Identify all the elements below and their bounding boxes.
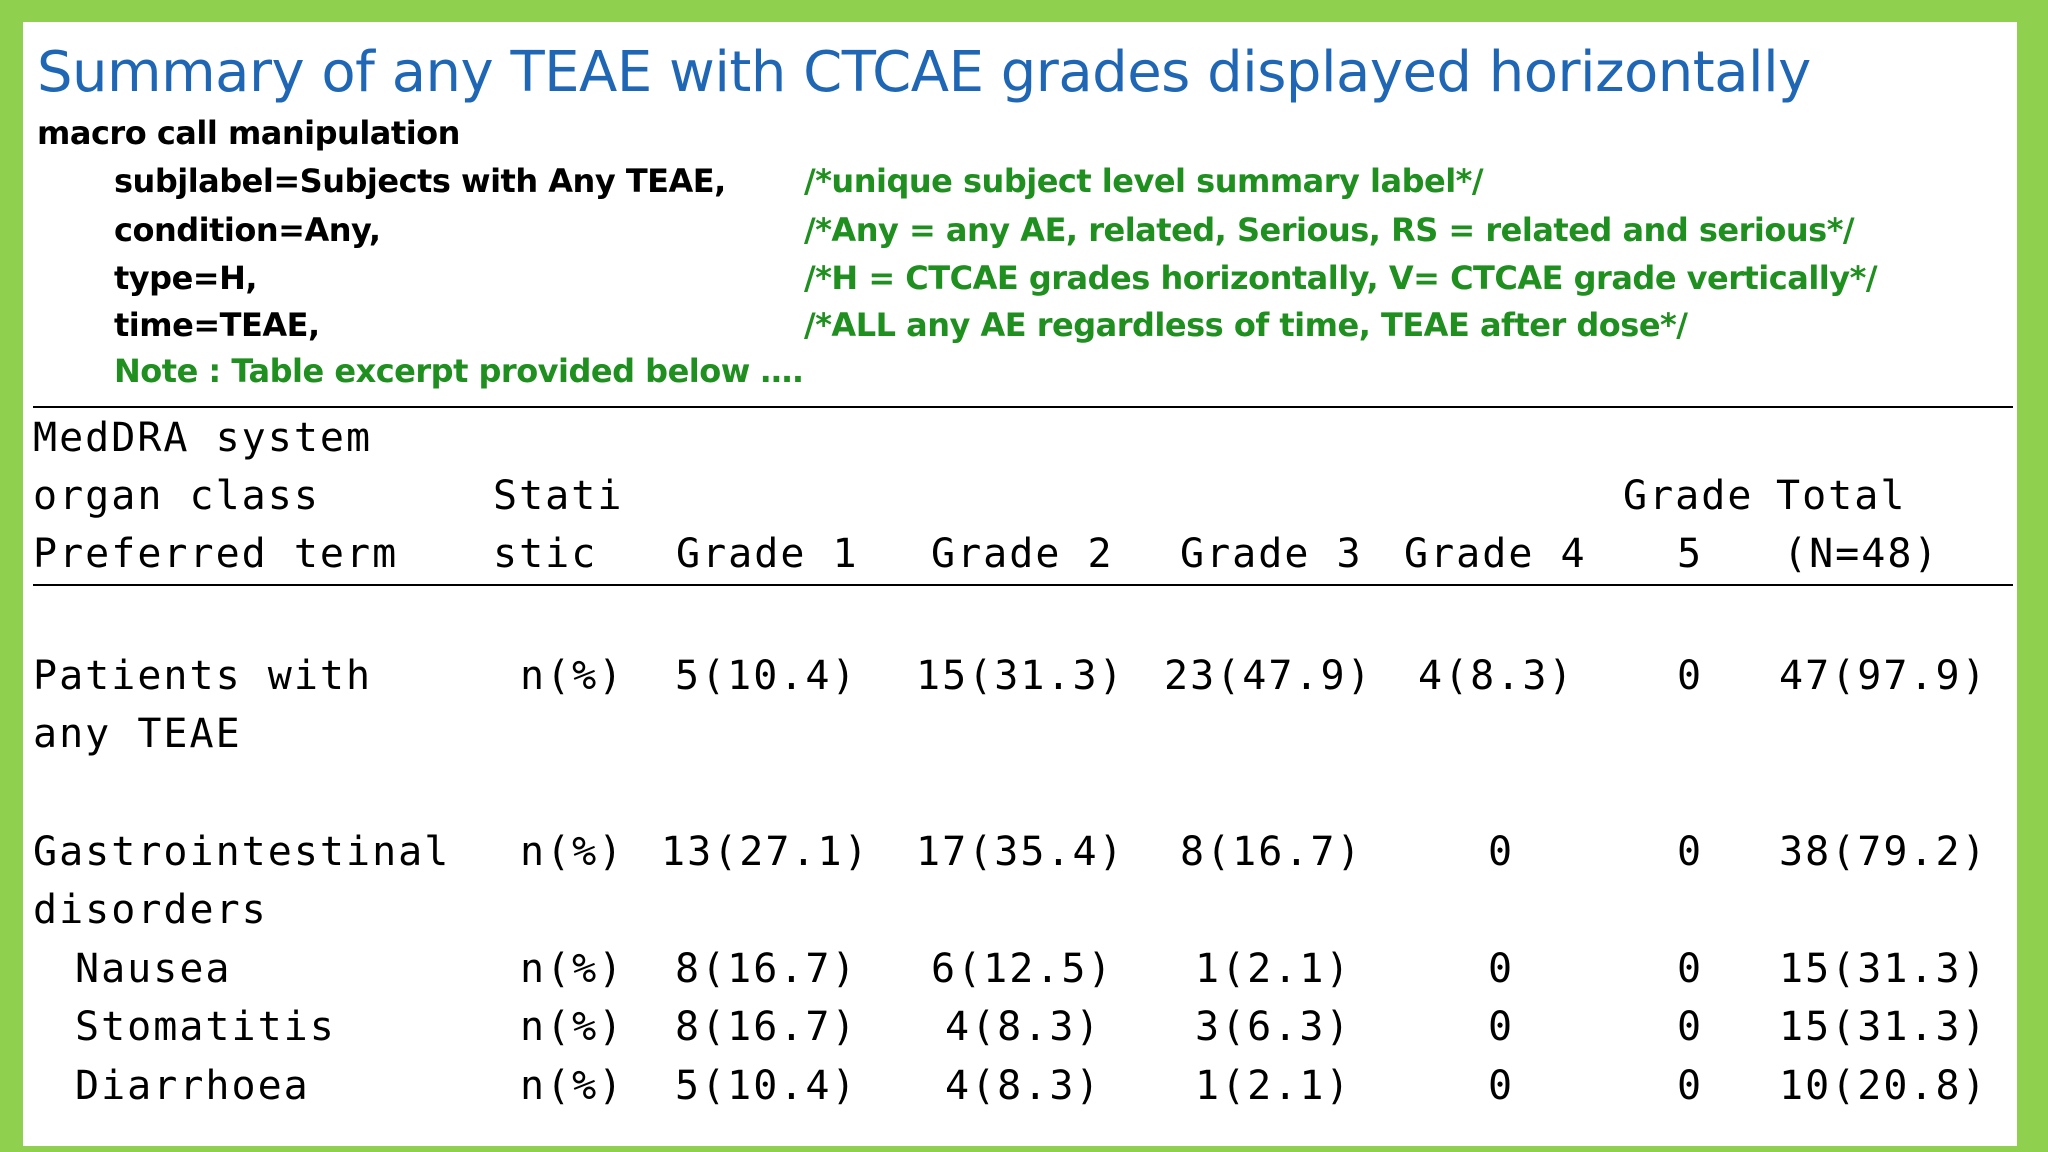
row-grade4: 0 xyxy=(1488,946,1515,992)
header-soc-line3: Preferred term xyxy=(33,531,399,577)
header-stat-line2: stic xyxy=(493,531,598,577)
row-total: 47(97.9) xyxy=(1779,653,1988,699)
comment-subjlabel: /*unique subject level summary label*/ xyxy=(804,162,1484,200)
header-grade3: Grade 3 xyxy=(1180,531,1363,577)
row-grade5: 0 xyxy=(1677,1004,1704,1050)
row-grade1: 8(16.7) xyxy=(675,1004,858,1050)
row-stat: n(%) xyxy=(520,653,625,699)
row-label: Diarrhoea xyxy=(75,1063,310,1109)
row-total: 38(79.2) xyxy=(1779,829,1988,875)
row-grade5: 0 xyxy=(1677,946,1704,992)
row-grade5: 0 xyxy=(1677,829,1704,875)
row-grade4: 0 xyxy=(1488,829,1515,875)
row-total: 15(31.3) xyxy=(1779,1004,1988,1050)
row-grade3: 1(2.1) xyxy=(1195,946,1352,992)
comment-time: /*ALL any AE regardless of time, TEAE af… xyxy=(804,306,1688,344)
row-total: 10(20.8) xyxy=(1779,1063,1988,1109)
header-grade5-line2: 5 xyxy=(1677,531,1704,577)
row-label: Gastrointestinal xyxy=(33,829,451,875)
row-grade3: 8(16.7) xyxy=(1180,829,1363,875)
row-total: 15(31.3) xyxy=(1779,946,1988,992)
row-label: Nausea xyxy=(75,946,232,992)
row-label-cont: any TEAE xyxy=(33,711,242,757)
table-excerpt-note: Note : Table excerpt provided below …. xyxy=(114,352,804,390)
table-header-rule xyxy=(33,584,2013,586)
param-type: type=H, xyxy=(114,259,258,297)
param-time: time=TEAE, xyxy=(114,306,320,344)
header-grade2: Grade 2 xyxy=(931,531,1114,577)
row-stat: n(%) xyxy=(520,829,625,875)
header-grade4: Grade 4 xyxy=(1404,531,1587,577)
slide-title: Summary of any TEAE with CTCAE grades di… xyxy=(37,40,1811,105)
header-total-line1: Total xyxy=(1776,473,1907,519)
row-stat: n(%) xyxy=(520,1004,625,1050)
row-grade2: 6(12.5) xyxy=(931,946,1114,992)
row-stat: n(%) xyxy=(520,1063,625,1109)
row-grade5: 0 xyxy=(1677,653,1704,699)
row-stat: n(%) xyxy=(520,946,625,992)
row-grade3: 1(2.1) xyxy=(1195,1063,1352,1109)
row-grade4: 0 xyxy=(1488,1063,1515,1109)
row-grade4: 4(8.3) xyxy=(1418,653,1575,699)
header-total-line2: (N=48) xyxy=(1783,531,1940,577)
row-grade5: 0 xyxy=(1677,1063,1704,1109)
row-grade2: 17(35.4) xyxy=(916,829,1125,875)
row-label: Stomatitis xyxy=(75,1004,336,1050)
table-top-rule xyxy=(33,406,2013,408)
row-grade3: 3(6.3) xyxy=(1195,1004,1352,1050)
row-label: Patients with xyxy=(33,653,373,699)
row-grade2: 15(31.3) xyxy=(916,653,1125,699)
row-grade1: 8(16.7) xyxy=(675,946,858,992)
header-soc-line2: organ class xyxy=(33,473,320,519)
param-subjlabel: subjlabel=Subjects with Any TEAE, xyxy=(114,162,726,200)
slide: Summary of any TEAE with CTCAE grades di… xyxy=(23,22,2017,1146)
header-stat-line1: Stati xyxy=(493,473,624,519)
macro-heading: macro call manipulation xyxy=(37,114,460,152)
header-soc-line1: MedDRA system xyxy=(33,415,373,461)
comment-type: /*H = CTCAE grades horizontally, V= CTCA… xyxy=(804,259,1878,297)
row-grade1: 5(10.4) xyxy=(675,1063,858,1109)
row-grade4: 0 xyxy=(1488,1004,1515,1050)
header-grade1: Grade 1 xyxy=(676,531,859,577)
param-condition: condition=Any, xyxy=(114,211,381,249)
row-grade1: 13(27.1) xyxy=(661,829,870,875)
row-grade2: 4(8.3) xyxy=(945,1004,1102,1050)
row-grade2: 4(8.3) xyxy=(945,1063,1102,1109)
header-grade5-line1: Grade xyxy=(1623,473,1754,519)
comment-condition: /*Any = any AE, related, Serious, RS = r… xyxy=(804,211,1855,249)
row-label-cont: disorders xyxy=(33,887,268,933)
row-grade3: 23(47.9) xyxy=(1164,653,1373,699)
row-grade1: 5(10.4) xyxy=(675,653,858,699)
